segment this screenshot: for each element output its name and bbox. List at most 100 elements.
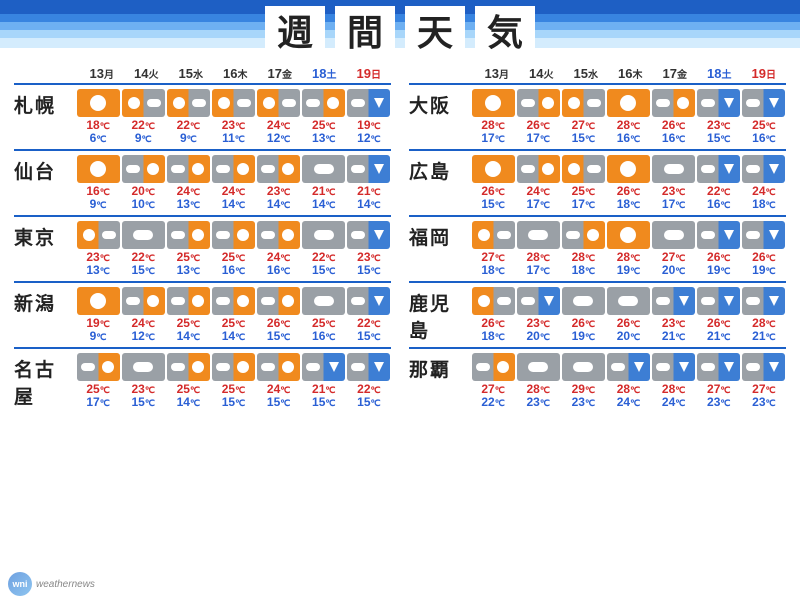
temp-high: 26℃ xyxy=(662,118,685,132)
forecast-cell: 28℃17℃ xyxy=(516,221,560,277)
temp-low: 21℃ xyxy=(707,329,730,343)
temp-low: 9℃ xyxy=(135,131,152,145)
temp-low: 19℃ xyxy=(572,329,595,343)
temp-high: 21℃ xyxy=(312,184,335,198)
forecast-cell: 19℃12℃ xyxy=(347,89,391,145)
weather-icon xyxy=(122,221,165,249)
temp-high: 28℃ xyxy=(526,250,549,264)
temp-low: 16℃ xyxy=(222,263,245,277)
forecast-cell: 23℃17℃ xyxy=(652,155,696,211)
weather-icon xyxy=(607,287,650,315)
title-char: 気 xyxy=(475,6,535,54)
temp-high: 22℃ xyxy=(131,118,154,132)
forecast-cell: 25℃17℃ xyxy=(561,155,605,211)
forecast-cell: 22℃9℃ xyxy=(121,89,165,145)
day-header-cell: 19日 xyxy=(742,66,787,81)
forecast-cell: 25℃15℃ xyxy=(211,353,255,409)
forecast-cell: 21℃15℃ xyxy=(302,353,346,409)
temp-low: 15℃ xyxy=(267,395,290,409)
forecast-cell: 22℃15℃ xyxy=(121,221,165,277)
temp-low: 22℃ xyxy=(481,395,504,409)
weather-icon xyxy=(302,353,345,381)
forecast-cell: 26℃20℃ xyxy=(606,287,650,343)
city-name: 仙台 xyxy=(14,155,76,211)
temp-high: 25℃ xyxy=(572,184,595,198)
weather-icon xyxy=(167,353,210,381)
weather-icon xyxy=(652,353,695,381)
temp-low: 15℃ xyxy=(357,329,380,343)
temp-high: 24℃ xyxy=(267,118,290,132)
temp-high: 26℃ xyxy=(526,118,549,132)
temp-low: 9℃ xyxy=(90,197,107,211)
temp-high: 16℃ xyxy=(86,184,109,198)
forecast-cell: 26℃16℃ xyxy=(652,89,696,145)
day-header-cell: 13月 xyxy=(80,66,125,81)
forecast-cell: 25℃14℃ xyxy=(166,287,210,343)
weather-icon xyxy=(562,287,605,315)
right-column: 13月14火15水16木17金18土19日大阪28℃17℃26℃17℃27℃15… xyxy=(409,66,786,413)
forecast-cell: 25℃16℃ xyxy=(742,89,786,145)
temp-high: 27℃ xyxy=(481,250,504,264)
forecast-cell: 26℃17℃ xyxy=(516,89,560,145)
weather-icon xyxy=(167,89,210,117)
forecast-cell: 25℃16℃ xyxy=(211,221,255,277)
temp-low: 16℃ xyxy=(312,329,335,343)
weather-icon xyxy=(212,89,255,117)
weather-icon xyxy=(212,155,255,183)
temp-high: 26℃ xyxy=(572,316,595,330)
temp-low: 17℃ xyxy=(526,131,549,145)
weather-icon xyxy=(697,155,740,183)
temp-high: 28℃ xyxy=(481,118,504,132)
temp-low: 21℃ xyxy=(752,329,775,343)
forecast-cell: 18℃6℃ xyxy=(76,89,120,145)
temp-low: 15℃ xyxy=(222,395,245,409)
weather-icon xyxy=(562,89,605,117)
forecast-cell: 27℃18℃ xyxy=(471,221,515,277)
forecast-cell: 24℃15℃ xyxy=(257,353,301,409)
day-header-cell: 15水 xyxy=(169,66,214,81)
temp-high: 23℃ xyxy=(526,316,549,330)
temp-low: 13℃ xyxy=(86,263,109,277)
temp-low: 9℃ xyxy=(90,329,107,343)
forecast-cell: 28℃24℃ xyxy=(652,353,696,409)
branding-footer: wni weathernews xyxy=(8,572,95,596)
temp-low: 14℃ xyxy=(222,197,245,211)
temp-low: 14℃ xyxy=(222,329,245,343)
temp-high: 22℃ xyxy=(357,316,380,330)
forecast-cell: 26℃18℃ xyxy=(471,287,515,343)
temp-high: 24℃ xyxy=(177,184,200,198)
header-banner: 週間天気 xyxy=(0,0,800,48)
weather-icon xyxy=(742,287,785,315)
weather-icon xyxy=(77,89,120,117)
temp-low: 15℃ xyxy=(267,329,290,343)
temp-high: 25℃ xyxy=(222,316,245,330)
left-column: 13月14火15水16木17金18土19日札幌18℃6℃22℃9℃22℃9℃23… xyxy=(14,66,391,413)
temp-low: 15℃ xyxy=(312,395,335,409)
temp-low: 15℃ xyxy=(357,263,380,277)
temp-high: 25℃ xyxy=(222,382,245,396)
weather-icon xyxy=(77,221,120,249)
day-header-cell: 16木 xyxy=(608,66,653,81)
forecast-cell: 23℃15℃ xyxy=(347,221,391,277)
forecast-cell: 21℃14℃ xyxy=(302,155,346,211)
city-name: 那覇 xyxy=(409,353,471,409)
temp-high: 25℃ xyxy=(312,118,335,132)
temp-high: 23℃ xyxy=(222,118,245,132)
forecast-cell: 21℃14℃ xyxy=(347,155,391,211)
page-title: 週間天気 xyxy=(0,6,800,54)
temp-low: 15℃ xyxy=(572,131,595,145)
temp-high: 26℃ xyxy=(267,316,290,330)
temp-high: 23℃ xyxy=(662,316,685,330)
weather-icon xyxy=(257,353,300,381)
temp-high: 27℃ xyxy=(572,118,595,132)
weather-icon xyxy=(212,221,255,249)
day-header-cell: 14火 xyxy=(124,66,169,81)
forecast-cell: 26℃19℃ xyxy=(561,287,605,343)
forecast-cell: 22℃15℃ xyxy=(347,287,391,343)
weather-icon xyxy=(652,221,695,249)
temp-low: 20℃ xyxy=(526,329,549,343)
day-header-cell: 15水 xyxy=(564,66,609,81)
temp-high: 27℃ xyxy=(707,382,730,396)
day-header-row: 13月14火15水16木17金18土19日 xyxy=(14,66,391,81)
weather-icon xyxy=(77,353,120,381)
